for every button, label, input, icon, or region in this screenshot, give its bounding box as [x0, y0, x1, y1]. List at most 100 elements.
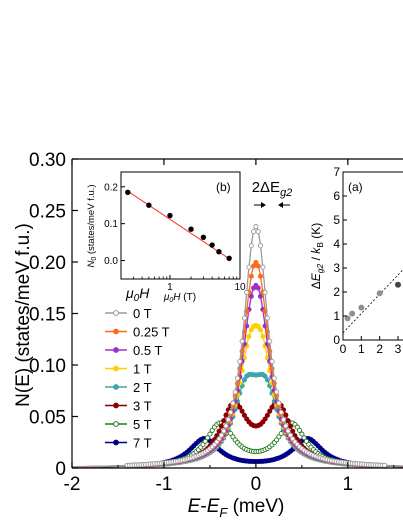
inset-b: 1 10 0.0 0.1 0.2 (b) N0 (states/meV f.u.) μ0… [86, 171, 246, 304]
x-label-minus: - [200, 496, 206, 517]
data-point [283, 423, 289, 429]
data-point [255, 263, 261, 269]
inset-a-point [376, 290, 383, 297]
data-point [241, 377, 247, 383]
legend-item: 0 T [105, 306, 152, 321]
inset-a-plot [343, 269, 403, 334]
data-point [264, 377, 270, 383]
data-point [248, 327, 254, 333]
x-label-unit: (meV) [227, 496, 284, 517]
inset-a-y-tick-label: 5 [333, 213, 340, 227]
data-point [382, 462, 388, 468]
inset-a-x-tick-label: 3 [395, 342, 402, 356]
inset-a-x-tick-label: 1 [358, 342, 365, 356]
data-point [267, 338, 273, 344]
legend-label: 2 T [133, 380, 152, 395]
data-point [237, 404, 243, 410]
legend-marker [113, 402, 119, 409]
data-point [271, 375, 277, 381]
data-point [257, 327, 264, 333]
data-point [278, 409, 284, 415]
legend-label: 0.25 T [133, 325, 170, 340]
inset-a-x-tick-label: 0 [340, 342, 347, 356]
y-axis-label: N(E) (states/meV f.u.) [13, 223, 34, 407]
data-point [221, 418, 227, 424]
legend-title: μ0H [125, 285, 150, 304]
inset-b-x-label: μ0H (T) [163, 292, 196, 304]
legend-item: 3 T [105, 399, 152, 414]
inset-a-frame [342, 171, 403, 341]
data-point [255, 228, 261, 235]
legend-item: 0.25 T [105, 325, 170, 340]
data-point [216, 428, 222, 434]
legend-label: 0 T [133, 306, 152, 321]
data-point [205, 435, 211, 441]
legend-item: 0.5 T [105, 343, 162, 358]
inset-a-y-tick-label: 2 [333, 285, 340, 299]
x-tick-label: -1 [155, 474, 172, 495]
legend-marker [113, 421, 119, 427]
legend-marker [113, 347, 119, 353]
data-point [230, 400, 236, 406]
x-label-e: E [188, 496, 201, 517]
data-point [260, 333, 266, 340]
legend-item: 5 T [105, 417, 152, 432]
data-point [262, 416, 268, 422]
data-point [241, 412, 247, 418]
inset-a-y-tick-label: 6 [333, 189, 340, 203]
data-point [223, 423, 229, 429]
inset-b-plot [125, 189, 232, 262]
inset-a-x-tick-label: 2 [376, 342, 383, 356]
inset-a-y-tick-label: 4 [333, 237, 340, 251]
data-point [269, 358, 275, 365]
series-0-TT [72, 224, 403, 468]
data-point [280, 417, 287, 423]
data-point [264, 412, 270, 418]
y-tick-label: 0 [55, 459, 66, 480]
data-point [257, 243, 264, 249]
legend-marker [113, 310, 119, 316]
inset-b-point [226, 255, 232, 262]
inset-b-x-tick-label: 10 [234, 282, 246, 293]
data-point [225, 417, 231, 423]
inset-b-point [216, 248, 222, 255]
data-point [274, 389, 280, 395]
y-tick-label: 0.25 [29, 202, 66, 223]
inset-a-point [395, 281, 401, 288]
data-point [248, 243, 254, 249]
inset-a-y-label: ΔEg2 / kB (K) [309, 223, 325, 290]
data-point [255, 323, 261, 329]
inset-b-point [209, 242, 215, 248]
data-point [237, 358, 243, 365]
inset-a-label: (a) [348, 180, 363, 194]
main-series [72, 224, 403, 468]
legend-label: 5 T [133, 417, 152, 432]
data-point [248, 273, 254, 279]
data-point [239, 338, 245, 344]
legend-marker [113, 439, 119, 446]
data-point [239, 408, 245, 414]
inset-b-point [146, 202, 152, 208]
y-tick-label: 0.05 [29, 408, 66, 429]
data-point [262, 373, 268, 379]
legend-item: 1 T [105, 362, 152, 377]
data-point [290, 428, 296, 434]
inset-b-x-tick-label: 1 [167, 282, 173, 293]
data-point [221, 428, 227, 434]
inset-a-point [358, 304, 365, 311]
legend-label: 1 T [133, 362, 152, 377]
data-point [267, 408, 273, 414]
gap-arrowhead-left [261, 202, 266, 208]
data-point [207, 431, 213, 437]
data-point [228, 409, 234, 415]
x-tick-label: 0 [251, 474, 262, 495]
data-point [276, 400, 282, 406]
data-point [257, 273, 264, 279]
data-point [218, 432, 224, 438]
data-point [244, 289, 250, 295]
inset-b-y-tick-label: 0.1 [104, 219, 118, 230]
data-point [301, 435, 307, 441]
gap-annotation-label: 2ΔEg2 [252, 179, 293, 199]
legend-label: 0.5 T [133, 343, 162, 358]
